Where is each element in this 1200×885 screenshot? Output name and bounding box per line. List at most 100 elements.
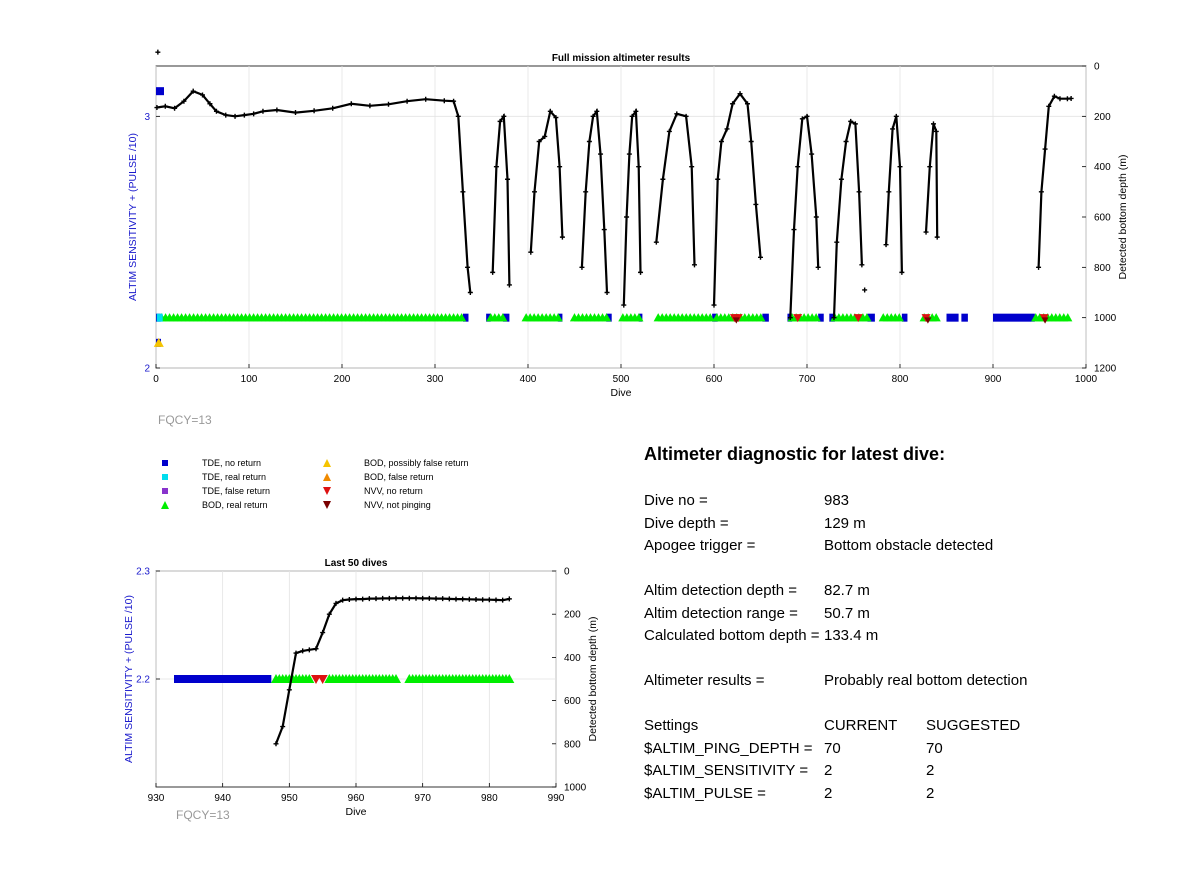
depth-marker bbox=[809, 151, 815, 157]
depth-marker bbox=[446, 596, 452, 602]
bod-real-return-marker bbox=[504, 674, 515, 683]
y-right-tick-label: 600 bbox=[564, 696, 581, 707]
last-50-dives-chart: 930 940 950 960 970 980 990 2.2 2.3 0 200 400 600 800… bbox=[123, 558, 599, 822]
diagnostic-key: Altimeter results = bbox=[644, 672, 765, 689]
depth-marker bbox=[467, 290, 473, 295]
legend-label: TDE, false return bbox=[202, 486, 271, 496]
diagnostic-value: 50.7 m bbox=[824, 605, 870, 622]
tde-no-return-band bbox=[993, 313, 1035, 322]
depth-marker bbox=[453, 596, 459, 602]
diagnostic-key: Altim detection range = bbox=[644, 605, 798, 622]
legend-triangle-up-icon bbox=[161, 501, 169, 509]
setting-suggested: 2 bbox=[926, 762, 935, 779]
y-left-tick-label: 2.3 bbox=[136, 567, 150, 578]
depth-marker bbox=[930, 121, 936, 127]
legend-square-icon bbox=[162, 488, 168, 494]
depth-marker bbox=[718, 139, 724, 144]
depth-curve bbox=[156, 89, 472, 293]
y-right-tick-label: 1000 bbox=[564, 783, 587, 794]
depth-marker bbox=[181, 98, 187, 104]
y-right-tick-label: 200 bbox=[564, 610, 581, 621]
diagnostic-key: Dive no = bbox=[644, 492, 708, 509]
x-tick-label: 980 bbox=[481, 793, 498, 804]
depth-marker bbox=[404, 98, 410, 104]
full-mission-chart: 0 100 200 300 400 500 600 700 800 900 1000 2 3 0 200 40… bbox=[127, 49, 1129, 427]
depth-marker bbox=[553, 115, 559, 121]
depth-marker bbox=[251, 111, 257, 117]
depth-marker bbox=[326, 611, 332, 617]
diagnostic-value: 82.7 m bbox=[824, 582, 870, 599]
depth-curve bbox=[924, 123, 939, 238]
depth-curve bbox=[885, 115, 903, 273]
depth-marker bbox=[1046, 103, 1052, 109]
tde-no-return-band bbox=[174, 675, 272, 683]
depth-marker bbox=[1051, 93, 1057, 99]
nvv-not-pinging-marker bbox=[924, 317, 932, 324]
depth-curve bbox=[274, 597, 510, 745]
depth-marker bbox=[636, 164, 642, 170]
bottom-chart-title: Last 50 dives bbox=[325, 558, 388, 569]
setting-current: 70 bbox=[824, 740, 841, 757]
legend-square-icon bbox=[162, 460, 168, 466]
depth-marker bbox=[536, 139, 542, 144]
nvv-no-return-marker bbox=[311, 675, 321, 684]
legend-triangle-up-icon bbox=[323, 473, 331, 481]
depth-marker bbox=[638, 269, 644, 275]
depth-marker bbox=[557, 164, 563, 170]
nvv-no-return-marker bbox=[853, 314, 863, 323]
x-tick-label: 960 bbox=[348, 793, 365, 804]
tde-no-return-band bbox=[901, 313, 908, 322]
depth-marker bbox=[1038, 189, 1044, 195]
y-right-tick-label: 1000 bbox=[1094, 313, 1117, 324]
x-tick-label: 100 bbox=[241, 374, 258, 385]
depth-marker bbox=[542, 133, 548, 139]
depth-marker bbox=[466, 596, 472, 602]
depth-marker bbox=[923, 229, 929, 235]
x-tick-label: 1000 bbox=[1075, 374, 1098, 385]
depth-marker bbox=[366, 596, 372, 602]
depth-marker bbox=[333, 600, 339, 606]
depth-marker bbox=[604, 290, 610, 295]
bod-real-return-marker bbox=[756, 313, 766, 322]
legend-label: NVV, not pinging bbox=[364, 500, 431, 510]
depth-marker bbox=[213, 108, 219, 114]
depth-marker bbox=[748, 139, 754, 144]
depth-marker bbox=[486, 597, 492, 603]
depth-marker bbox=[273, 741, 279, 747]
depth-marker bbox=[293, 110, 298, 116]
depth-marker bbox=[232, 113, 238, 119]
depth-marker bbox=[586, 139, 592, 144]
depth-marker bbox=[1036, 264, 1042, 270]
x-tick-label: 940 bbox=[214, 793, 231, 804]
legend-square-icon bbox=[162, 474, 168, 480]
depth-marker bbox=[886, 189, 892, 195]
depth-marker bbox=[500, 597, 506, 603]
depth-marker bbox=[280, 724, 286, 730]
depth-marker bbox=[311, 108, 317, 114]
depth-marker bbox=[423, 96, 429, 102]
depth-marker bbox=[420, 595, 426, 601]
bod-real-return-marker bbox=[1063, 313, 1073, 322]
tde-no-return-band bbox=[762, 313, 769, 322]
depth-marker bbox=[590, 113, 596, 119]
legend-triangle-down-icon bbox=[323, 487, 331, 495]
setting-current: 2 bbox=[824, 785, 833, 802]
depth-marker bbox=[286, 687, 292, 693]
top-marks bbox=[153, 49, 1074, 347]
setting-current: 2 bbox=[824, 762, 833, 779]
x-tick-label: 990 bbox=[548, 793, 565, 804]
depth-marker bbox=[320, 630, 326, 636]
depth-marker bbox=[440, 596, 446, 602]
depth-marker bbox=[791, 227, 797, 233]
top-chart-title: Full mission altimeter results bbox=[552, 53, 691, 64]
x-tick-label: 930 bbox=[148, 793, 165, 804]
depth-marker bbox=[633, 108, 639, 114]
bod-real-return-marker bbox=[705, 313, 715, 322]
x-tick-label: 600 bbox=[706, 374, 723, 385]
depth-marker bbox=[162, 103, 168, 109]
legend-triangle-up-icon bbox=[323, 459, 331, 467]
top-right-axis-label: Detected bottom depth (m) bbox=[1117, 155, 1129, 280]
depth-marker bbox=[813, 214, 819, 220]
x-tick-label: 950 bbox=[281, 793, 298, 804]
